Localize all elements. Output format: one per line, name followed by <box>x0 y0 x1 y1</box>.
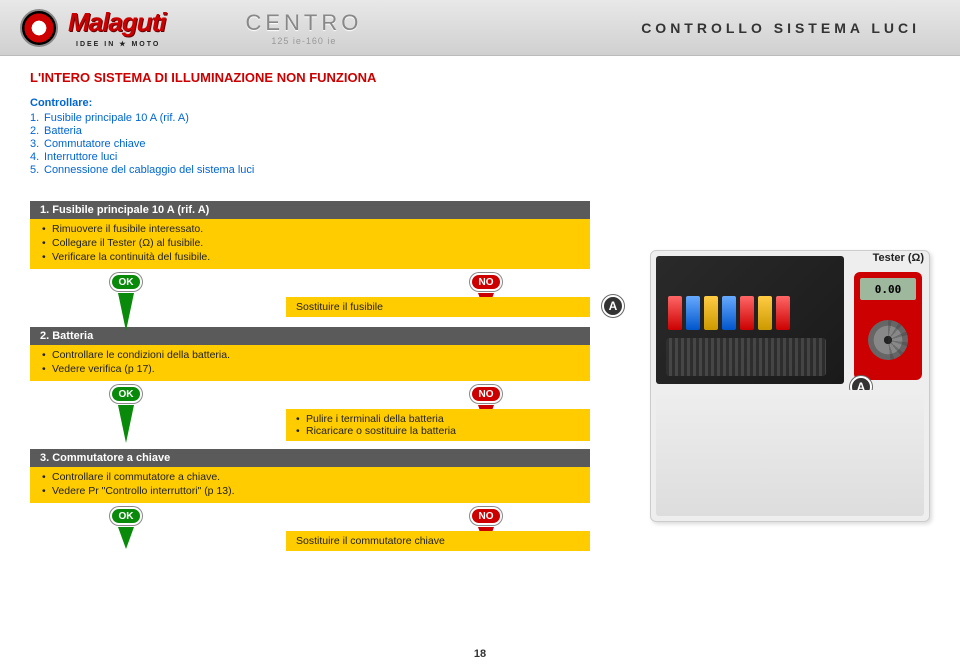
brand-name: Malaguti <box>68 7 165 38</box>
page-number: 18 <box>0 648 960 660</box>
ok-badge: OK <box>110 385 142 403</box>
intro-num: 2. <box>30 125 44 137</box>
page-body: L'INTERO SISTEMA DI ILLUMINAZIONE NON FU… <box>0 56 960 567</box>
page-header: Malaguti IDEE IN ★ MOTO CENTRO 125 ie-16… <box>0 0 960 56</box>
main-title: L'INTERO SISTEMA DI ILLUMINAZIONE NON FU… <box>30 70 930 85</box>
multimeter-reading: 0.00 <box>860 278 916 300</box>
section-steps: Controllare le condizioni della batteria… <box>30 345 590 381</box>
intro-text: Interruttore luci <box>44 151 117 163</box>
step-item: Collegare il Tester (Ω) al fusibile. <box>42 236 578 250</box>
brand-block: Malaguti IDEE IN ★ MOTO <box>68 7 165 48</box>
model-block: CENTRO 125 ie-160 ie <box>245 10 362 46</box>
section-heading: 3. Commutatore a chiave <box>30 449 590 467</box>
section-heading: 2. Batteria <box>30 327 590 345</box>
step-item: Vedere Pr "Controllo interruttori" (p 13… <box>42 484 578 498</box>
brand-logo-icon <box>20 9 58 47</box>
intro-text: Fusibile principale 10 A (rif. A) <box>44 112 189 124</box>
model-name: CENTRO <box>245 10 362 36</box>
result-row: OK NO <box>30 381 590 409</box>
fusebox-photo <box>656 256 844 384</box>
model-variant: 125 ie-160 ie <box>245 36 362 46</box>
no-badge: NO <box>470 385 502 403</box>
no-action: Sostituire il fusibile <box>286 297 590 317</box>
no-badge: NO <box>470 507 502 525</box>
intro-num: 5. <box>30 164 44 176</box>
intro-num: 3. <box>30 138 44 150</box>
intro-num: 4. <box>30 151 44 163</box>
ok-badge: OK <box>110 273 142 291</box>
intro-item: 5.Connessione del cablaggio del sistema … <box>30 164 930 177</box>
ok-badge: OK <box>110 507 142 525</box>
intro-item: 2.Batteria <box>30 125 930 138</box>
fuse-row-icon <box>668 296 790 330</box>
page: Malaguti IDEE IN ★ MOTO CENTRO 125 ie-16… <box>0 0 960 668</box>
step-item: Rimuovere il fusibile interessato. <box>42 222 578 236</box>
intro-item: 1.Fusibile principale 10 A (rif. A) <box>30 112 930 125</box>
no-badge: NO <box>470 273 502 291</box>
multimeter-dial-icon <box>868 320 908 360</box>
intro-num: 1. <box>30 112 44 124</box>
panel-lower-photo <box>656 390 924 516</box>
intro-item: 4.Interruttore luci <box>30 151 930 164</box>
reference-panel: Tester (Ω) 0.00 A <box>650 250 930 522</box>
action-item: Pulire i terminali della batteria <box>296 413 580 425</box>
result-row: OK NO <box>30 269 590 297</box>
step-item: Controllare le condizioni della batteria… <box>42 348 578 362</box>
no-action: Sostituire il commutatore chiave <box>286 531 590 551</box>
intro-text: Connessione del cablaggio del sistema lu… <box>44 164 254 176</box>
tester-label: Tester (Ω) <box>873 252 924 264</box>
intro-list: 1.Fusibile principale 10 A (rif. A) 2.Ba… <box>30 112 930 177</box>
multimeter-icon: 0.00 <box>854 272 922 380</box>
intro-item: 3.Commutatore chiave <box>30 138 930 151</box>
intro-label: Controllare: <box>30 97 930 109</box>
step-item: Vedere verifica (p 17). <box>42 362 578 376</box>
wiring-icon <box>666 338 826 376</box>
intro-text: Batteria <box>44 125 82 137</box>
step-item: Verificare la continuità del fusibile. <box>42 250 578 264</box>
step-item: Controllare il commutatore a chiave. <box>42 470 578 484</box>
section-heading: 1. Fusibile principale 10 A (rif. A) <box>30 201 590 219</box>
action-item: Ricaricare o sostituire la batteria <box>296 425 580 437</box>
section-steps: Rimuovere il fusibile interessato. Colle… <box>30 219 590 269</box>
intro-text: Commutatore chiave <box>44 138 146 150</box>
result-row: OK NO <box>30 503 590 531</box>
section-steps: Controllare il commutatore a chiave. Ved… <box>30 467 590 503</box>
section-title: CONTROLLO SISTEMA LUCI <box>641 20 920 36</box>
brand-tagline: IDEE IN ★ MOTO <box>76 40 165 48</box>
reference-marker: A <box>602 295 624 317</box>
no-action: Pulire i terminali della batteria Ricari… <box>286 409 590 441</box>
